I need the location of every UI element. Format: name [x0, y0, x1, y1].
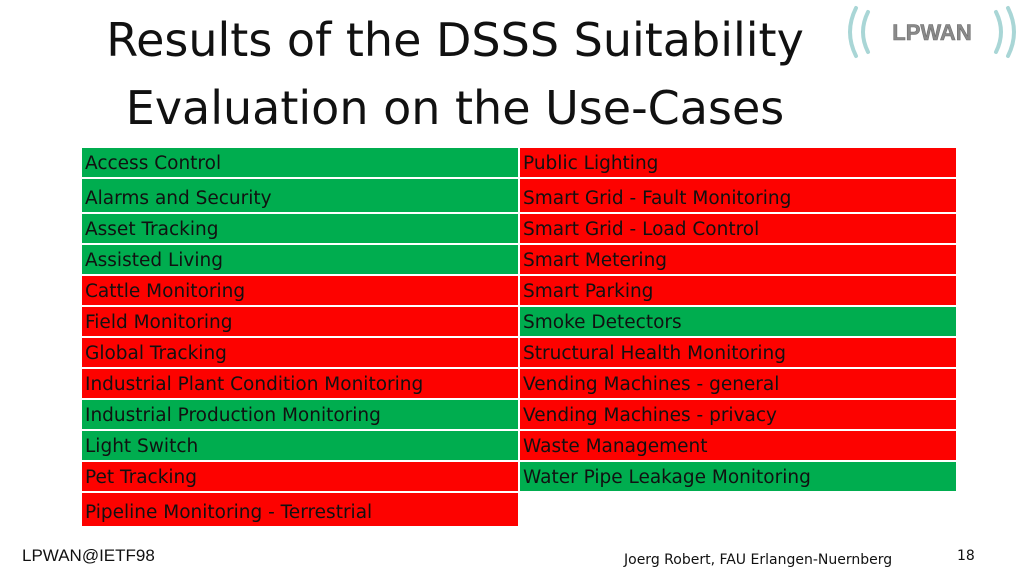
- use-case-cell: Structural Health Monitoring: [520, 338, 956, 367]
- use-case-cell: Industrial Plant Condition Monitoring: [82, 369, 518, 398]
- slide-title-line-1: Results of the DSSS Suitability: [106, 13, 804, 67]
- use-case-cell: Light Switch: [82, 431, 518, 460]
- use-case-cell: Field Monitoring: [82, 307, 518, 336]
- use-case-cell: Assisted Living: [82, 245, 518, 274]
- use-case-cell: Vending Machines - general: [520, 369, 956, 398]
- use-case-table: Access Control Public Lighting Alarms and …: [82, 148, 956, 526]
- use-case-cell: Alarms and Security: [82, 179, 518, 212]
- use-case-cell: Smoke Detectors: [520, 307, 956, 336]
- use-case-cell: Global Tracking: [82, 338, 518, 367]
- page-number: 18: [957, 548, 975, 564]
- lpwan-logo: LPWAN: [842, 4, 1022, 60]
- use-case-cell: Smart Metering: [520, 245, 956, 274]
- use-case-cell: Smart Parking: [520, 276, 956, 305]
- use-case-cell: Cattle Monitoring: [82, 276, 518, 305]
- use-case-cell: Vending Machines - privacy: [520, 400, 956, 429]
- footer-author: Joerg Robert, FAU Erlangen-Nuernberg: [624, 552, 893, 568]
- use-case-cell: Waste Management: [520, 431, 956, 460]
- use-case-cell: Smart Grid - Fault Monitoring: [520, 179, 956, 212]
- use-case-cell: Smart Grid - Load Control: [520, 214, 956, 243]
- use-case-cell: Asset Tracking: [82, 214, 518, 243]
- use-case-cell: Pet Tracking: [82, 462, 518, 491]
- empty-cell: [520, 493, 956, 526]
- lpwan-logo-graphic: LPWAN: [848, 6, 1016, 58]
- wave-brackets-icon: [848, 6, 1016, 58]
- slide-title: Results of the DSSS Suitability Evaluati…: [60, 6, 850, 142]
- use-case-cell: Public Lighting: [520, 148, 956, 177]
- use-case-cell: Water Pipe Leakage Monitoring: [520, 462, 956, 491]
- logo-text: LPWAN: [892, 20, 971, 45]
- footer-event: LPWAN@IETF98: [22, 546, 155, 565]
- use-case-cell: Pipeline Monitoring - Terrestrial: [82, 493, 518, 526]
- use-case-cell: Access Control: [82, 148, 518, 177]
- slide-title-line-2: Evaluation on the Use-Cases: [125, 81, 785, 135]
- use-case-cell: Industrial Production Monitoring: [82, 400, 518, 429]
